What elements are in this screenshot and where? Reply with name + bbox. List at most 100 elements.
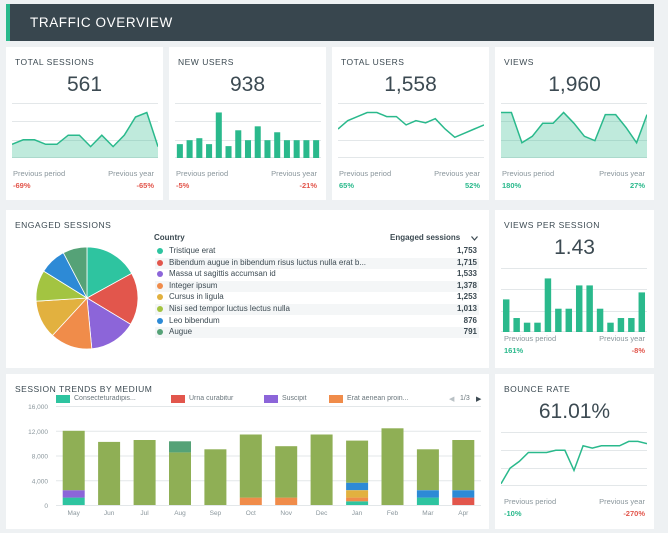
stacked-bar-segment[interactable]: [62, 430, 85, 491]
table-row[interactable]: Bibendum augue in bibendum risus luctus …: [155, 257, 479, 269]
stacked-bar-segment[interactable]: [169, 441, 191, 453]
stacked-bar-segment[interactable]: [310, 434, 333, 506]
footer-previous-period: Previous period: [502, 169, 555, 178]
footer-previous-period: Previous period: [13, 169, 66, 178]
views-per-session-card[interactable]: VIEWS PER SESSION 1.43 Previous period P…: [495, 210, 654, 368]
y-tick-label: 0: [44, 503, 48, 510]
stacked-bar-segment[interactable]: [275, 446, 298, 498]
pie-slice[interactable]: [86, 297, 132, 350]
x-tick-label: Aug: [174, 510, 186, 517]
stacked-bar-segment[interactable]: [62, 490, 85, 498]
spark-bar: [206, 144, 213, 158]
change-previous-period: -5%: [176, 181, 190, 190]
legend-dot-icon: [157, 271, 163, 278]
country-name: Bibendum augue in bibendum risus luctus …: [169, 257, 367, 267]
bounce-rate-value: 61.01%: [538, 400, 611, 423]
table-row[interactable]: Massa ut sagittis accumsan id 1,533: [155, 269, 479, 280]
country-name: Massa ut sagittis accumsan id: [169, 269, 276, 279]
engaged-sessions-pie: [35, 246, 139, 350]
table-row[interactable]: Leo bibendum 876: [155, 316, 479, 327]
change-previous-year: -8%: [631, 346, 645, 355]
column-header-country: Country: [154, 233, 185, 242]
table-row[interactable]: Integer ipsum 1,378: [155, 280, 479, 292]
spark-area: [501, 112, 647, 158]
x-tick-label: May: [68, 510, 81, 517]
kpi-value: 1,558: [384, 73, 437, 96]
card-title: BOUNCE RATE: [504, 384, 571, 394]
stacked-bar-segment[interactable]: [239, 497, 262, 505]
pie-slice[interactable]: [62, 246, 88, 299]
engaged-sessions-value: 791: [463, 327, 477, 337]
legend-label: Urna curabitur: [189, 395, 234, 402]
table-row[interactable]: Tristique erat 1,753: [155, 246, 479, 257]
pie-slice[interactable]: [86, 272, 139, 325]
sort-engaged-sessions[interactable]: Engaged sessions: [390, 233, 480, 244]
spark-bar: [586, 285, 593, 332]
kpi-card-total-users[interactable]: TOTAL USERS 1,558 Previous period Previo…: [332, 47, 489, 200]
stacked-bar-segment[interactable]: [62, 497, 85, 505]
stacked-bar-segment[interactable]: [452, 490, 475, 498]
legend-prev-icon[interactable]: ◀: [449, 396, 455, 403]
legend-item[interactable]: Urna curabitur: [171, 395, 283, 404]
engaged-sessions-value: 1,533: [456, 269, 477, 279]
stacked-bar-segment[interactable]: [416, 497, 439, 505]
kpi-card-total-sessions[interactable]: TOTAL SESSIONS 561 Previous period Previ…: [6, 47, 163, 200]
legend-dot-icon: [157, 329, 163, 336]
spark-bar: [555, 308, 562, 332]
footer-previous-year: Previous year: [599, 334, 645, 343]
kpi-card-new-users[interactable]: NEW USERS 938 Previous period Previous y…: [169, 47, 326, 200]
country-name: Nisi sed tempor luctus lectus nulla: [169, 304, 290, 313]
stacked-bar-segment[interactable]: [452, 440, 475, 491]
legend-swatch: [329, 395, 343, 403]
table-row[interactable]: Augue 791: [155, 327, 479, 339]
kpi-sparkline: [12, 103, 158, 158]
spark-bar: [235, 130, 242, 158]
stacked-bar-segment[interactable]: [204, 449, 227, 505]
stacked-bar-segment[interactable]: [239, 434, 262, 498]
legend-item[interactable]: Suscipit: [264, 395, 376, 404]
table-row[interactable]: Nisi sed tempor luctus lectus nulla 1,013: [155, 304, 479, 315]
stacked-bar-segment[interactable]: [346, 501, 369, 505]
country-name: Augue: [169, 327, 193, 337]
spark-bar: [575, 285, 583, 332]
spark-line: [501, 111, 647, 145]
x-tick-label: Dec: [316, 510, 328, 517]
legend-swatch: [264, 395, 278, 403]
footer-previous-year: Previous year: [271, 169, 317, 178]
kpi-value: 1,960: [548, 73, 601, 96]
country-name: Tristique erat: [169, 246, 216, 255]
stacked-bar-segment[interactable]: [416, 490, 439, 498]
pie-slice[interactable]: [86, 246, 133, 299]
table-row[interactable]: Cursus in ligula 1,253: [155, 292, 479, 303]
legend-swatch: [56, 395, 70, 403]
legend-dot-icon: [157, 248, 163, 254]
stacked-bar-segment[interactable]: [346, 482, 369, 491]
session-trends-chart: 16,000 12,000 8,000 4,000 0 May Jun Jul Aug Sep Oc…: [28, 404, 481, 517]
spark-bar: [638, 292, 646, 332]
stacked-bar-segment[interactable]: [452, 497, 475, 505]
legend-dot-icon: [157, 294, 163, 301]
spark-bar: [313, 140, 320, 158]
change-previous-period: 161%: [504, 346, 524, 355]
stacked-bar-segment[interactable]: [275, 497, 298, 505]
spark-line: [12, 111, 158, 148]
legend-item[interactable]: Consecteturadipis...: [56, 395, 168, 404]
stacked-bar-segment[interactable]: [169, 452, 191, 505]
stacked-bar-segment[interactable]: [346, 490, 369, 498]
bounce-rate-card[interactable]: BOUNCE RATE 61.01% Previous period Previ…: [495, 374, 654, 529]
legend-item[interactable]: Erat aenean proin...: [329, 395, 441, 404]
stacked-bar-segment[interactable]: [346, 497, 369, 502]
spark-line: [501, 440, 647, 485]
stacked-bar-segment[interactable]: [381, 428, 404, 505]
spark-bar: [534, 322, 541, 332]
x-tick-label: Mar: [422, 510, 434, 517]
footer-previous-year: Previous year: [434, 169, 480, 178]
stacked-bar-segment[interactable]: [416, 449, 439, 491]
stacked-bar-segment[interactable]: [346, 440, 369, 483]
x-tick-label: Nov: [280, 510, 292, 517]
legend-next-icon[interactable]: ▶: [476, 396, 482, 403]
stacked-bar-segment[interactable]: [98, 441, 121, 505]
stacked-bar-segment[interactable]: [133, 440, 156, 505]
kpi-card-views[interactable]: VIEWS 1,960 Previous period Previous yea…: [495, 47, 654, 200]
change-previous-year: 27%: [629, 181, 645, 190]
